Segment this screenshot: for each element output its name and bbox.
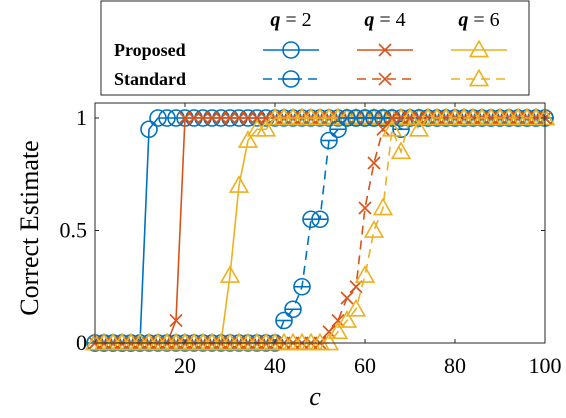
x-tick-label: 40 [264, 353, 286, 378]
y-axis-label: Correct Estimate [15, 140, 44, 315]
triangle-marker [219, 265, 241, 283]
triangle-marker [372, 197, 394, 216]
legend-sample [263, 41, 319, 59]
x-marker-stroke [358, 201, 372, 215]
x-axis-label: c [309, 382, 321, 411]
triangle-marker [381, 118, 403, 137]
y-tick-label: 0 [76, 330, 87, 355]
x-tick-label: 20 [174, 353, 196, 378]
series-line [95, 117, 545, 344]
x-marker-stroke [376, 122, 390, 136]
plot-area [84, 107, 556, 352]
legend-column-eq: = 4 [374, 9, 405, 31]
series-standard-q4 [88, 111, 552, 350]
series-proposed-q2 [86, 109, 554, 352]
series-proposed-q4 [88, 111, 552, 350]
series-line [95, 117, 545, 344]
x-tick-label: 100 [529, 353, 562, 378]
series-line [95, 117, 545, 344]
triangle-marker [345, 298, 367, 317]
triangle-marker [327, 321, 349, 340]
x-marker-stroke [378, 72, 392, 86]
legend-column-var: q [270, 9, 280, 31]
legend-sample [451, 68, 507, 87]
triangle-marker [336, 310, 358, 328]
x-tick-label: 60 [354, 353, 376, 378]
series-line [95, 116, 545, 344]
triangle-marker [408, 118, 430, 137]
triangle-marker [390, 141, 412, 160]
x-marker-stroke [367, 156, 381, 170]
series-standard-q2 [86, 109, 554, 352]
circle-marker [282, 41, 300, 59]
x-marker-stroke [340, 291, 354, 305]
legend-sample [357, 72, 413, 86]
circle-marker [158, 109, 176, 127]
triangle-marker [318, 332, 340, 351]
legend-sample [263, 70, 319, 88]
axes-box [94, 102, 546, 344]
legend-row-label: Proposed [114, 40, 186, 60]
triangle-marker [228, 175, 250, 193]
y-tick-label: 0.5 [60, 218, 88, 243]
axis-ticks: 20 40 60 80 100 0 0.5 1 [60, 103, 562, 378]
triangle-marker [363, 220, 385, 238]
triangle-marker [255, 118, 277, 137]
y-tick-label: 1 [76, 105, 87, 130]
x-marker-stroke [322, 325, 336, 339]
circle-marker [140, 120, 158, 139]
triangle-marker [468, 68, 490, 87]
legend-sample [451, 39, 507, 58]
circle-marker [149, 109, 167, 127]
series-line [95, 117, 545, 344]
series-line [95, 117, 545, 344]
x-tick-label: 80 [444, 353, 466, 378]
legend-column-eq: = 2 [280, 9, 311, 31]
triangle-marker [399, 107, 421, 126]
legend-column-header: q = 6 [458, 9, 499, 31]
series-proposed-q6 [84, 107, 556, 351]
x-marker-stroke [169, 313, 183, 328]
legend-column-header: q = 2 [270, 9, 311, 31]
triangle-marker [237, 130, 259, 148]
legend-sample [357, 43, 413, 57]
legend-column-var: q [364, 9, 374, 31]
legend-column-header: q = 4 [364, 9, 405, 31]
legend-row-label: Standard [114, 69, 186, 89]
x-marker-stroke [378, 43, 392, 57]
x-marker-stroke [331, 313, 345, 328]
triangle-marker [354, 265, 376, 283]
triangle-marker [468, 39, 490, 58]
series-standard-q6 [84, 107, 556, 351]
legend-column-var: q [458, 9, 468, 31]
legend-column-eq: = 6 [468, 9, 499, 31]
